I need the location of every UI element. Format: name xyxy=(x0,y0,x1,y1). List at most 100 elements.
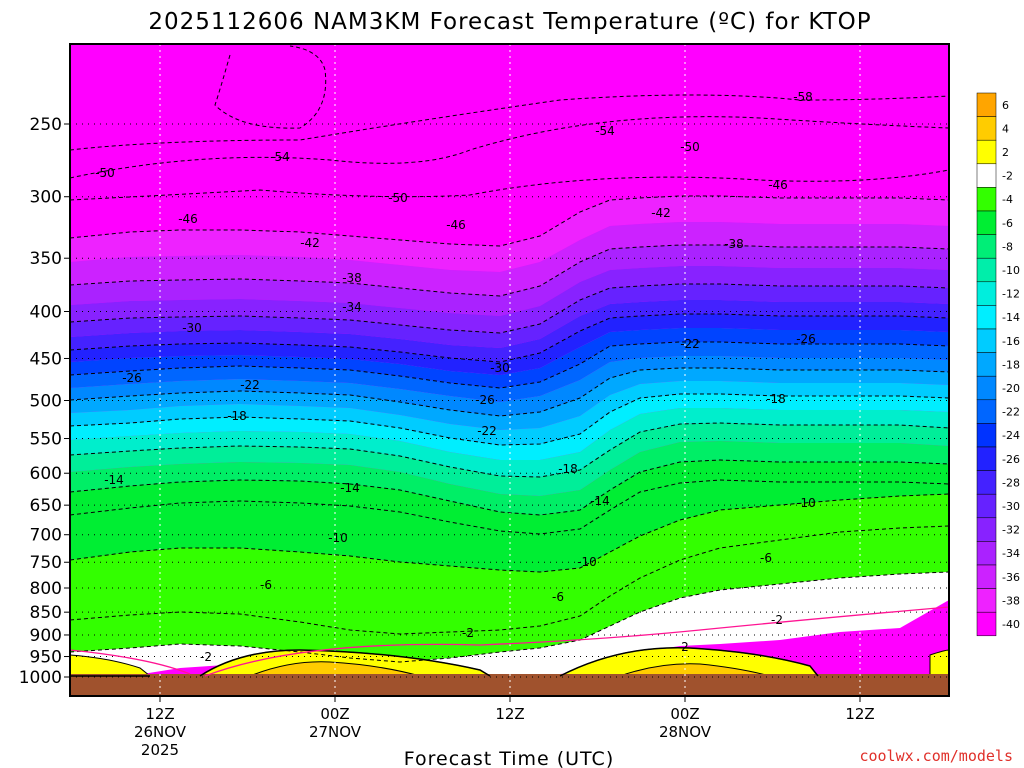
x-tick-label: 2025 xyxy=(141,741,179,759)
colorbar-swatch xyxy=(976,281,997,306)
x-tick-label: 12Z xyxy=(495,705,524,723)
contour-label: -18 xyxy=(558,462,578,476)
colorbar-swatch xyxy=(976,493,997,519)
temperature-band xyxy=(70,460,949,534)
temperature-band xyxy=(70,266,949,333)
isotherm-contour xyxy=(70,479,949,535)
colorbar-label: -36 xyxy=(1002,571,1020,584)
isotherm-contour xyxy=(70,244,949,297)
colorbar-swatch xyxy=(976,446,997,471)
y-tick-label: 850 xyxy=(30,603,62,623)
colorbar-label: 4 xyxy=(1002,122,1009,135)
contour-label: -18 xyxy=(227,409,247,423)
contour-label: 2 xyxy=(681,640,689,654)
y-tick-label: 1000 xyxy=(19,668,62,688)
colorbar-label: -40 xyxy=(1002,618,1020,631)
colorbar-label: -30 xyxy=(1002,500,1020,513)
isotherm-contour xyxy=(70,116,949,179)
contour-label: -38 xyxy=(724,237,744,251)
colorbar-label: -16 xyxy=(1002,335,1020,348)
contour-label: -46 xyxy=(768,178,788,192)
x-tick-label: 12Z xyxy=(145,705,174,723)
isotherm-contour xyxy=(70,169,949,201)
temperature-band xyxy=(70,423,949,496)
isotherm-contour xyxy=(70,493,949,573)
x-tick-label: 27NOV xyxy=(309,723,362,741)
contour-label: -26 xyxy=(796,332,816,346)
colorbar-swatch xyxy=(976,328,997,353)
contour-lines xyxy=(70,45,949,677)
isotherm-contour xyxy=(70,422,949,478)
contour-label: -6 xyxy=(760,551,772,565)
isotherm-contour xyxy=(70,525,949,635)
colorbar-label: -4 xyxy=(1002,193,1013,206)
colorbar-swatch xyxy=(976,92,997,117)
contour-labels: -58 -54 -54 -50 -50 -50 -46 -46 -46 -42 -42 -38 -38 -… xyxy=(95,90,816,664)
temperature-band xyxy=(70,245,949,316)
warm-lobe xyxy=(70,654,152,677)
temperature-band xyxy=(70,494,949,634)
chart-title: 2025112606 NAM3KM Forecast Temperature (… xyxy=(148,9,871,35)
contour-label: -50 xyxy=(95,166,115,180)
colorbar-label: -34 xyxy=(1002,547,1020,560)
x-axis-label: Forecast Time (UTC) xyxy=(404,748,614,768)
colorbar-label: -6 xyxy=(1002,217,1013,230)
colorbar-swatch xyxy=(976,352,997,377)
contour-label: -46 xyxy=(178,212,198,226)
contour-label: -2 xyxy=(771,613,783,627)
temperature-band xyxy=(70,284,949,348)
colorbar-swatch xyxy=(976,187,997,212)
colorbar-label: 6 xyxy=(1002,99,1009,112)
y-tick-label: 650 xyxy=(30,496,62,516)
warm-lobe xyxy=(619,663,771,677)
colorbar-swatch xyxy=(976,305,997,330)
contour-label: -58 xyxy=(793,90,813,104)
contour-label: -26 xyxy=(122,371,142,385)
isotherm-contour xyxy=(70,283,949,334)
isotherm-contour xyxy=(214,45,327,129)
isotherm-contour xyxy=(70,313,949,363)
y-tick-label: 900 xyxy=(30,626,62,646)
colorbar-label: -22 xyxy=(1002,406,1020,419)
contour-label: -6 xyxy=(260,578,272,592)
temperature-band xyxy=(70,572,949,676)
temperature-band xyxy=(70,342,949,402)
credit-text: coolwx.com/models xyxy=(859,747,1013,765)
colorbar: 6 4 2 -2 -4 -6 -8 -10 -12 -14 -16 -18 -20 -22 -24 -26 -2… xyxy=(976,92,1020,637)
temperature-band xyxy=(70,408,949,477)
contour-label: -42 xyxy=(300,236,320,250)
contour-label: -6 xyxy=(552,590,564,604)
temperature-band xyxy=(70,441,949,515)
contour-label: -30 xyxy=(490,361,510,375)
colorbar-swatch xyxy=(976,541,997,566)
colorbar-swatch xyxy=(976,470,997,495)
contour-label: -22 xyxy=(477,424,497,438)
temperature-band xyxy=(70,222,949,296)
contour-label: -50 xyxy=(388,191,408,205)
y-tick-label: 600 xyxy=(30,464,62,484)
plot-area: -58 -54 -54 -50 -50 -50 -46 -46 -46 -42 -42 -38 -38 -… xyxy=(70,44,949,696)
y-axis: 250 300 350 400 450 500 550 600 650 700 750 800 850 9… xyxy=(19,115,70,688)
colorbar-label: -18 xyxy=(1002,358,1020,371)
contour-label: -26 xyxy=(475,393,495,407)
temperature-band xyxy=(70,300,949,362)
colorbar-swatch xyxy=(976,399,997,424)
colorbar-swatch xyxy=(976,257,997,283)
isotherm-contour xyxy=(70,341,949,389)
x-tick-label: 00Z xyxy=(670,705,699,723)
colorbar-label: -38 xyxy=(1002,594,1020,607)
colorbar-label: -8 xyxy=(1002,240,1013,253)
temperature-band xyxy=(70,381,949,445)
colorbar-label: -28 xyxy=(1002,476,1020,489)
isotherm-contour xyxy=(70,94,949,151)
contour-label: -54 xyxy=(595,124,615,138)
colorbar-label: -24 xyxy=(1002,429,1020,442)
contour-label: -14 xyxy=(590,494,610,508)
y-tick-label: 450 xyxy=(30,349,62,369)
colorbar-label: -14 xyxy=(1002,311,1020,324)
colorbar-swatch xyxy=(976,564,997,589)
y-tick-label: 800 xyxy=(30,579,62,599)
colorbar-swatch xyxy=(976,163,997,188)
